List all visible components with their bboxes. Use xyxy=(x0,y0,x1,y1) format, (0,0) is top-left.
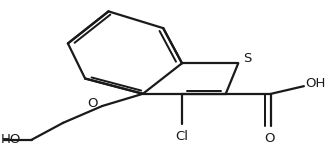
Text: S: S xyxy=(243,52,251,65)
Text: O: O xyxy=(88,97,98,110)
Text: HO: HO xyxy=(1,133,21,146)
Text: OH: OH xyxy=(305,77,326,90)
Text: Cl: Cl xyxy=(175,130,189,143)
Text: O: O xyxy=(264,132,275,145)
